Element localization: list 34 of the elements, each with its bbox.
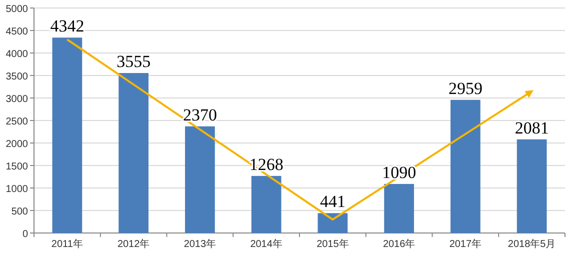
y-tick-label: 3500 [6, 72, 28, 82]
y-tick-label: 2500 [6, 116, 28, 128]
bar [52, 38, 82, 233]
bar [450, 100, 480, 233]
data-label: 4342 [50, 16, 84, 36]
x-tick-label: 2012年 [117, 238, 150, 250]
bar [185, 126, 215, 233]
x-tick-label: 2016年 [382, 238, 416, 250]
y-tick-label: 5000 [6, 4, 28, 15]
data-label: 3555 [116, 52, 151, 72]
data-label: 2959 [448, 78, 482, 98]
bar [251, 176, 282, 233]
bar [318, 213, 348, 233]
y-tick-label: 0 [22, 229, 28, 240]
x-tick-label: 2018年5月 [508, 238, 556, 250]
x-tick-label: 2013年 [184, 238, 216, 250]
y-tick-label: 4500 [6, 26, 28, 38]
x-tick-label: 2017年 [449, 238, 482, 250]
data-label: 2081 [514, 118, 549, 138]
x-tick-label: 2011年 [51, 238, 83, 250]
data-label: 2370 [182, 105, 217, 124]
y-tick-label: 1000 [6, 184, 28, 195]
y-tick-label: 2000 [6, 139, 28, 150]
x-tick-label: 2014年 [250, 238, 282, 250]
y-tick-label: 4000 [6, 49, 28, 60]
y-tick-label: 1500 [6, 162, 28, 172]
data-label: 441 [320, 192, 346, 212]
y-tick-label: 500 [11, 206, 28, 218]
data-label: 1268 [249, 154, 284, 174]
y-tick-label: 3000 [6, 94, 28, 105]
x-tick-label: 2015年 [316, 238, 349, 250]
bar [384, 184, 414, 233]
bar [516, 139, 547, 233]
bar [118, 73, 148, 233]
